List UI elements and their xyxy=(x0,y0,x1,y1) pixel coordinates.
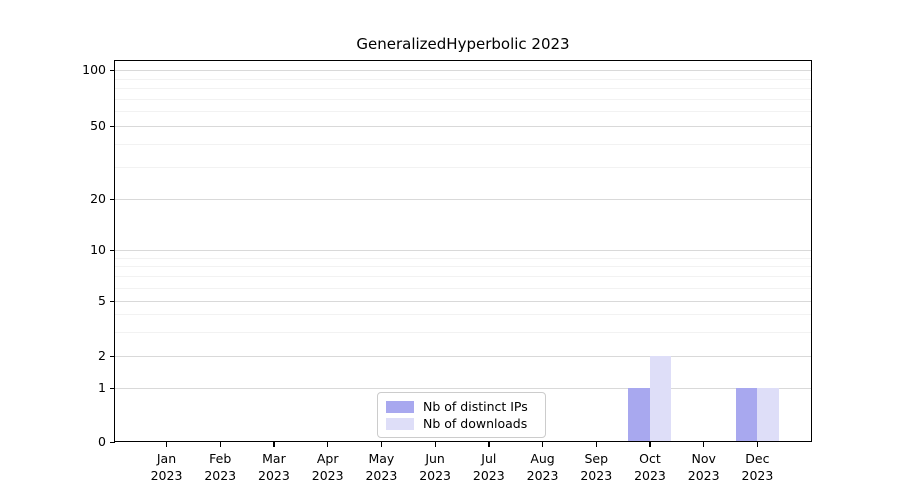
y-axis-tick xyxy=(110,198,115,200)
y-axis-tick xyxy=(110,387,115,389)
y-axis-tick xyxy=(110,69,115,71)
minor-gridline xyxy=(114,331,812,333)
x-axis-tick-label: Apr 2023 xyxy=(311,451,344,483)
legend-label-downloads: Nb of downloads xyxy=(423,416,528,431)
y-axis-tick-label: 20 xyxy=(90,191,106,206)
chart-title: GeneralizedHyperbolic 2023 xyxy=(356,35,570,53)
x-axis-tick xyxy=(649,442,651,447)
x-axis-tick-label: Jan 2023 xyxy=(150,451,183,483)
bar-distinct-ips xyxy=(628,388,650,442)
plot-area: Nb of distinct IPs Nb of downloads xyxy=(114,60,812,442)
minor-gridline xyxy=(114,266,812,268)
x-axis-tick-label: Nov 2023 xyxy=(687,451,720,483)
legend: Nb of distinct IPs Nb of downloads xyxy=(377,392,546,438)
x-axis-tick xyxy=(219,442,221,447)
x-axis-tick-label: Mar 2023 xyxy=(258,451,290,483)
x-axis-tick-label: May 2023 xyxy=(365,451,398,483)
y-axis-tick-label: 50 xyxy=(90,118,106,133)
major-gridline xyxy=(114,388,812,389)
minor-gridline xyxy=(114,314,812,316)
y-axis-tick xyxy=(110,355,115,357)
major-gridline xyxy=(114,301,812,302)
major-gridline xyxy=(114,356,812,357)
minor-gridline xyxy=(114,98,812,100)
x-axis-tick xyxy=(327,442,329,447)
x-axis-tick xyxy=(542,442,544,447)
y-axis-tick-label: 2 xyxy=(98,348,106,363)
x-axis-tick xyxy=(756,442,759,447)
x-axis-tick-label: Jul 2023 xyxy=(472,451,505,483)
x-axis-tick-label: Oct 2023 xyxy=(634,451,666,483)
y-axis-tick-label: 0 xyxy=(98,434,106,449)
legend-swatch-downloads xyxy=(386,417,414,430)
y-axis-tick-label: 100 xyxy=(82,62,106,77)
bar-distinct-ips xyxy=(735,388,758,442)
x-axis-tick xyxy=(703,442,705,447)
x-axis-tick-label: Aug 2023 xyxy=(526,451,559,483)
minor-gridline xyxy=(114,88,812,90)
x-axis-tick xyxy=(434,442,436,447)
minor-gridline xyxy=(114,287,812,289)
legend-label-distinct-ips: Nb of distinct IPs xyxy=(423,399,528,414)
x-axis-tick-label: Jun 2023 xyxy=(419,451,451,483)
x-axis-tick-label: Sep 2023 xyxy=(580,451,613,483)
y-axis-tick xyxy=(110,249,115,251)
minor-gridline xyxy=(114,166,812,168)
minor-gridline xyxy=(114,111,812,113)
minor-gridline xyxy=(114,257,812,259)
x-axis-tick-label: Dec 2023 xyxy=(741,451,774,483)
y-axis-tick xyxy=(110,300,115,302)
x-axis-tick xyxy=(273,442,275,447)
x-axis-tick xyxy=(166,442,168,447)
y-axis-tick xyxy=(110,125,115,127)
y-axis-tick xyxy=(110,441,115,443)
major-gridline xyxy=(114,199,812,200)
minor-gridline xyxy=(114,143,812,145)
x-axis-tick xyxy=(488,442,490,447)
x-axis-tick xyxy=(380,442,383,447)
minor-gridline xyxy=(114,78,812,80)
minor-gridline xyxy=(114,276,812,278)
legend-item-distinct-ips: Nb of distinct IPs xyxy=(386,398,537,415)
y-axis-tick-label: 5 xyxy=(98,293,106,308)
bar-downloads xyxy=(757,388,779,442)
x-axis-tick-label: Feb 2023 xyxy=(204,451,237,483)
major-gridline xyxy=(114,250,812,251)
legend-swatch-distinct-ips xyxy=(386,400,414,413)
y-axis-tick-label: 10 xyxy=(90,242,106,257)
major-gridline xyxy=(114,126,812,127)
bar-downloads xyxy=(649,356,672,442)
y-axis-tick-label: 1 xyxy=(98,380,106,395)
x-axis-tick xyxy=(595,442,597,447)
major-gridline xyxy=(114,70,812,71)
plot-frame xyxy=(114,60,812,442)
legend-item-downloads: Nb of downloads xyxy=(386,415,537,432)
